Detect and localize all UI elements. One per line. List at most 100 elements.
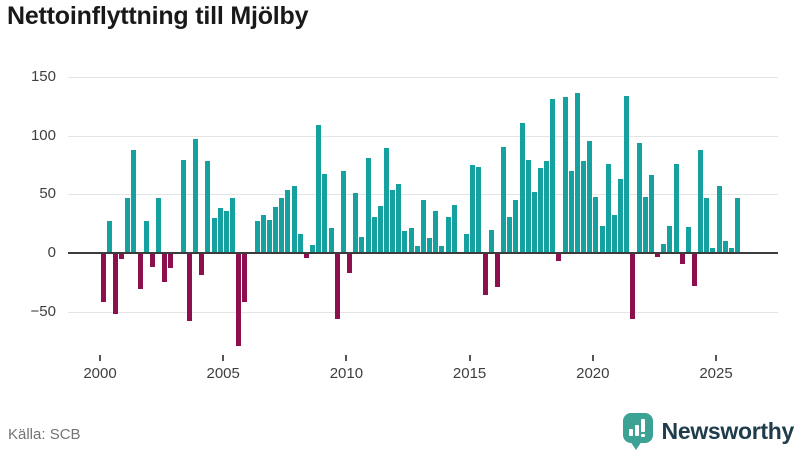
bar-2013-Q3 [433, 210, 439, 253]
bar-2007-Q1 [273, 207, 279, 253]
bar-2015-Q1 [470, 164, 476, 253]
bar-2018-Q2 [550, 99, 556, 253]
x-tick-label-2020: 2020 [576, 365, 610, 382]
logo-tail [629, 440, 642, 450]
bar-2013-Q1 [420, 200, 426, 253]
bar-2023-Q3 [679, 253, 685, 264]
bar-2015-Q2 [476, 167, 482, 253]
bar-2025-Q4 [735, 197, 741, 253]
gridline-100 [68, 135, 778, 137]
x-tick-2000 [99, 355, 101, 361]
bar-2001-Q4 [143, 221, 149, 253]
bar-2021-Q1 [618, 179, 623, 253]
x-tick-label-2000: 2000 [83, 365, 117, 382]
x-tick-2025 [715, 355, 717, 361]
y-tick-label--50: −50 [30, 302, 56, 320]
bar-2013-Q2 [427, 237, 433, 253]
bar-2008-Q1 [297, 234, 303, 253]
x-tick-2010 [345, 355, 348, 361]
bar-2006-Q4 [266, 220, 272, 253]
bar-2010-Q3 [359, 236, 365, 253]
bar-2012-Q4 [414, 245, 420, 253]
bar-2005-Q1 [223, 210, 229, 253]
y-tick-label-0: 0 [47, 244, 56, 261]
bar-2023-Q2 [673, 163, 679, 253]
bar-2004-Q4 [217, 208, 223, 253]
bar-2011-Q4 [390, 189, 396, 254]
bar-2003-Q3 [186, 253, 192, 322]
bar-2002-Q3 [162, 253, 168, 283]
bar-2017-Q4 [537, 168, 543, 253]
bar-2014-Q4 [464, 234, 469, 253]
chart-title: Nettoinflyttning till Mjölby [7, 2, 309, 30]
bar-2014-Q2 [451, 204, 457, 253]
bar-2022-Q2 [648, 175, 654, 253]
bar-2007-Q2 [279, 197, 285, 253]
zero-line [68, 252, 778, 254]
bar-2024-Q4 [710, 248, 716, 253]
bar-2002-Q4 [168, 253, 174, 269]
gridline-50 [68, 194, 778, 196]
logo-exclamation-icon [640, 418, 645, 432]
bar-2000-Q3 [112, 253, 118, 315]
bar-2008-Q4 [316, 124, 322, 253]
logo-exclamation-dot [640, 433, 645, 437]
bar-2005-Q3 [236, 253, 242, 346]
bar-2021-Q2 [624, 95, 630, 253]
x-tick-label-2005: 2005 [206, 365, 240, 382]
bar-2020-Q1 [593, 196, 599, 253]
bar-2002-Q1 [149, 253, 155, 268]
x-tick-2020 [591, 355, 594, 361]
y-tick-label-50: 50 [39, 185, 56, 203]
bar-2003-Q2 [180, 160, 186, 253]
bar-2020-Q3 [605, 163, 611, 253]
bar-2004-Q3 [211, 217, 217, 254]
bar-2017-Q1 [519, 122, 525, 253]
bar-2020-Q4 [611, 215, 617, 253]
bar-2018-Q1 [544, 161, 550, 253]
bar-2012-Q2 [402, 230, 408, 253]
bar-2008-Q2 [303, 253, 309, 258]
bar-2025-Q3 [728, 248, 734, 253]
bar-2009-Q3 [334, 253, 340, 319]
bar-2018-Q3 [556, 253, 562, 262]
bar-2024-Q2 [698, 149, 704, 253]
bar-2024-Q3 [704, 197, 710, 253]
bar-2001-Q2 [131, 149, 137, 253]
bar-2015-Q4 [488, 229, 494, 253]
bar-2007-Q3 [285, 189, 291, 254]
bar-2022-Q3 [655, 253, 660, 257]
bar-2019-Q3 [581, 161, 587, 253]
bar-2021-Q3 [630, 253, 636, 319]
bar-2010-Q1 [347, 253, 352, 273]
bar-2016-Q3 [507, 216, 513, 253]
bar-2016-Q4 [513, 200, 519, 253]
bar-2006-Q3 [260, 215, 266, 253]
bar-2005-Q4 [242, 253, 248, 303]
x-tick-label-2025: 2025 [699, 365, 733, 382]
bar-2005-Q2 [229, 197, 235, 253]
bar-2000-Q4 [119, 253, 125, 259]
bar-2015-Q3 [482, 253, 488, 296]
bar-2011-Q1 [371, 216, 377, 253]
bar-2022-Q1 [642, 196, 648, 253]
logo-bar-icon [628, 428, 633, 436]
bar-2025-Q2 [722, 241, 728, 254]
bar-2006-Q2 [254, 221, 260, 253]
bar-2012-Q1 [396, 183, 402, 253]
bar-2011-Q2 [377, 206, 383, 253]
logo-bar-icon [634, 424, 639, 436]
bar-2022-Q4 [661, 243, 667, 253]
bar-2016-Q2 [501, 147, 506, 254]
y-tick-label-100: 100 [30, 126, 56, 144]
bar-2021-Q4 [636, 142, 642, 254]
bar-2000-Q1 [100, 253, 106, 303]
bar-2019-Q4 [587, 141, 593, 253]
bar-2003-Q4 [193, 139, 198, 253]
bar-2023-Q4 [685, 227, 691, 254]
bar-2009-Q1 [322, 174, 328, 253]
source-label: Källa: SCB [8, 426, 81, 443]
bar-2017-Q2 [525, 160, 531, 253]
